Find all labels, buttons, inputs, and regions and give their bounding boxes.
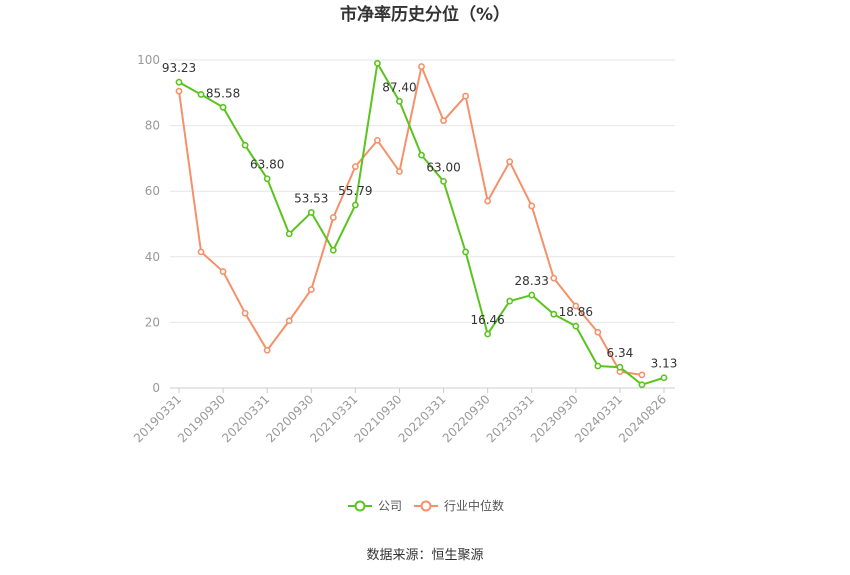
industry-median-point <box>528 202 536 210</box>
company-data-label: 63.80 <box>250 158 284 172</box>
legend-company-marker <box>354 500 366 512</box>
company-data-label: 18.86 <box>559 305 593 319</box>
industry-median-point <box>351 163 359 170</box>
legend-industry-marker <box>420 500 432 512</box>
industry-median-line <box>178 65 643 376</box>
industry-median-point <box>374 136 381 144</box>
x-tick-label: 20240826 <box>616 392 669 445</box>
legend: 公司 行业中位数 <box>348 498 504 513</box>
company-data-label: 16.46 <box>470 313 504 327</box>
company-point <box>440 177 447 185</box>
company-point <box>241 141 249 149</box>
company-point <box>484 330 492 338</box>
industry-median-point <box>550 274 558 282</box>
company-point <box>528 291 536 299</box>
industry-median-point <box>440 117 447 125</box>
company-point <box>418 151 425 159</box>
industry-median-point <box>638 371 646 379</box>
industry-median-point <box>396 168 403 175</box>
data-labels: 93.23 85.58 63.80 53.53 55.79 87.40 63.00 16.46… <box>162 61 678 371</box>
y-tick-label: 80 <box>145 119 160 133</box>
grid-lines <box>170 59 675 323</box>
company-point <box>396 97 403 105</box>
y-tick-label: 40 <box>145 250 160 264</box>
y-tick-label: 20 <box>145 315 160 329</box>
company-data-label: 3.13 <box>651 357 678 371</box>
industry-median-point <box>285 317 293 325</box>
company-point <box>374 59 381 67</box>
legend-item-company[interactable]: 公司 <box>348 499 402 513</box>
company-point <box>263 175 271 183</box>
company-data-label: 85.58 <box>206 86 240 100</box>
industry-median-point <box>307 286 315 293</box>
legend-item-industry-median[interactable]: 行业中位数 <box>414 498 504 513</box>
company-point <box>594 362 602 370</box>
industry-median-point <box>572 302 580 310</box>
industry-median-point <box>462 92 469 100</box>
series-company <box>175 59 668 389</box>
company-point <box>638 381 646 389</box>
industry-median-point <box>241 309 249 317</box>
company-point <box>219 103 227 111</box>
company-line <box>178 62 665 386</box>
company-point <box>175 78 183 86</box>
company-point <box>550 310 558 318</box>
industry-median-point <box>219 268 227 275</box>
industry-median-point <box>418 63 425 70</box>
industry-median-point <box>506 158 514 166</box>
company-point <box>307 209 315 216</box>
company-point <box>329 246 337 254</box>
industry-median-point <box>329 214 337 221</box>
x-axis: 2019033120190930202003312020093020210331… <box>131 387 675 445</box>
industry-median-point <box>484 197 492 205</box>
y-tick-label: 0 <box>152 381 160 395</box>
company-data-label: 53.53 <box>294 191 328 205</box>
industry-median-point <box>175 87 183 95</box>
company-point <box>660 374 668 382</box>
company-point <box>572 322 580 330</box>
company-data-label: 6.34 <box>607 346 634 360</box>
industry-median-point <box>594 328 602 336</box>
legend-company-label: 公司 <box>378 499 402 513</box>
company-point <box>506 297 514 305</box>
series-industry-median <box>175 63 646 379</box>
company-data-label: 93.23 <box>162 61 196 75</box>
y-axis-ticks: 0 20 40 60 80 100 <box>137 53 160 395</box>
company-data-label: 63.00 <box>426 160 460 174</box>
company-point <box>462 248 469 256</box>
y-tick-label: 60 <box>145 184 160 198</box>
company-point <box>616 363 624 371</box>
y-tick-label: 100 <box>137 53 160 67</box>
company-data-label: 28.33 <box>515 274 549 288</box>
series-layer <box>175 59 668 389</box>
company-data-label: 55.79 <box>338 184 372 198</box>
source-note: 数据来源：恒生聚源 <box>366 548 483 563</box>
industry-median-point <box>263 346 271 354</box>
company-data-label: 87.40 <box>382 80 416 94</box>
company-point <box>351 201 359 209</box>
company-point <box>285 230 293 238</box>
company-point <box>197 91 205 98</box>
industry-median-point <box>197 248 205 256</box>
legend-industry-label: 行业中位数 <box>444 498 504 513</box>
chart-title: 市净率历史分位（%） <box>340 4 510 25</box>
